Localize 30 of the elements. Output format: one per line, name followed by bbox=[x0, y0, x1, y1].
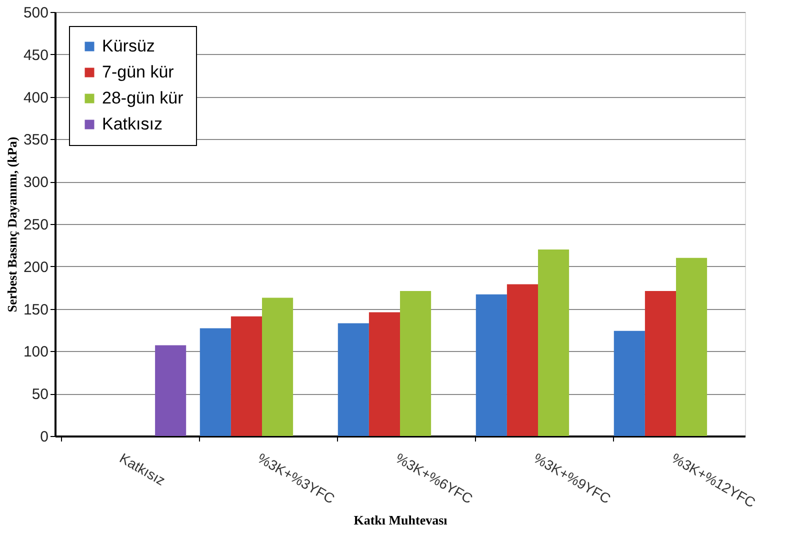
bar bbox=[506, 284, 538, 436]
bar bbox=[614, 330, 645, 436]
bar bbox=[538, 249, 570, 436]
y-tick-label: 300 bbox=[23, 174, 48, 192]
bar bbox=[262, 298, 294, 436]
y-tick-label: 100 bbox=[23, 344, 48, 361]
x-axis-title: Katkı Muhtevası bbox=[354, 512, 448, 528]
y-axis-title: Serbest Basınç Dayanımı, (kPa) bbox=[4, 136, 20, 312]
legend-label: Katkısız bbox=[102, 114, 162, 134]
legend-label: 28-gün kür bbox=[102, 88, 184, 108]
y-tick-label: 250 bbox=[23, 216, 48, 234]
y-tick-label: 350 bbox=[23, 132, 48, 149]
y-tick-label: 500 bbox=[23, 4, 48, 22]
y-tick-label: 400 bbox=[23, 89, 48, 106]
bar bbox=[476, 294, 507, 436]
bar bbox=[368, 312, 400, 436]
bar bbox=[230, 316, 262, 436]
y-tick-label: 200 bbox=[23, 258, 48, 276]
bar bbox=[676, 258, 708, 436]
legend-label: Kürsüz bbox=[102, 36, 155, 56]
bar bbox=[155, 345, 186, 436]
y-tick-label: 0 bbox=[40, 428, 48, 446]
bar bbox=[400, 290, 432, 436]
bar bbox=[338, 323, 369, 436]
bar bbox=[644, 290, 676, 436]
legend-label: 7-gün kür bbox=[102, 62, 174, 82]
y-tick-label: 450 bbox=[23, 46, 48, 64]
y-tick-label: 50 bbox=[32, 386, 48, 404]
bar bbox=[200, 328, 231, 436]
y-tick-label: 150 bbox=[23, 301, 48, 318]
